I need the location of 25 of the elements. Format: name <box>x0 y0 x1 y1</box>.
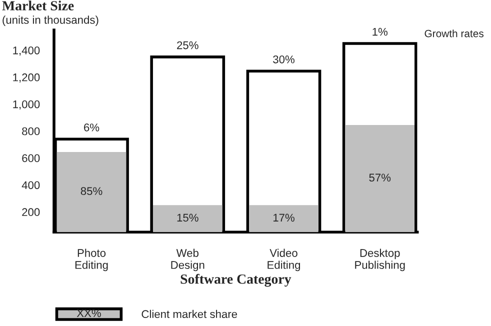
annotation: 17% <box>273 214 294 222</box>
chart-title: Market Size <box>2 0 74 10</box>
text: Growth rates <box>424 30 484 38</box>
y-tick-label: 600 <box>22 154 40 162</box>
y-tick-label: 400 <box>22 181 40 190</box>
y-tick-label: 1,400 <box>13 46 40 56</box>
text: Client market share <box>142 310 238 318</box>
annotation: 1% <box>372 28 388 36</box>
x-tick-label: Desktop Publishing <box>355 248 405 272</box>
y-tick-label: 1,000 <box>13 100 40 110</box>
annotation: 25% <box>177 41 198 50</box>
y-tick-label: 200 <box>22 208 40 216</box>
annotation: 57% <box>369 174 391 182</box>
annotation: 30% <box>273 55 294 64</box>
annotation: 6% <box>84 124 100 132</box>
x-tick-label: Photo Editing <box>75 248 108 272</box>
annotation: 85% <box>80 187 102 196</box>
chart-subtitle: (units in thousands) <box>2 16 98 26</box>
text: XX% <box>76 309 101 318</box>
x-axis-title: Software Category <box>180 274 292 287</box>
y-tick-label: 800 <box>22 127 40 136</box>
annotation: 15% <box>177 214 198 222</box>
x-tick-label: Video Editing <box>268 248 300 272</box>
x-tick-label: Web Design <box>171 248 204 272</box>
y-tick-label: 1,200 <box>13 73 40 83</box>
